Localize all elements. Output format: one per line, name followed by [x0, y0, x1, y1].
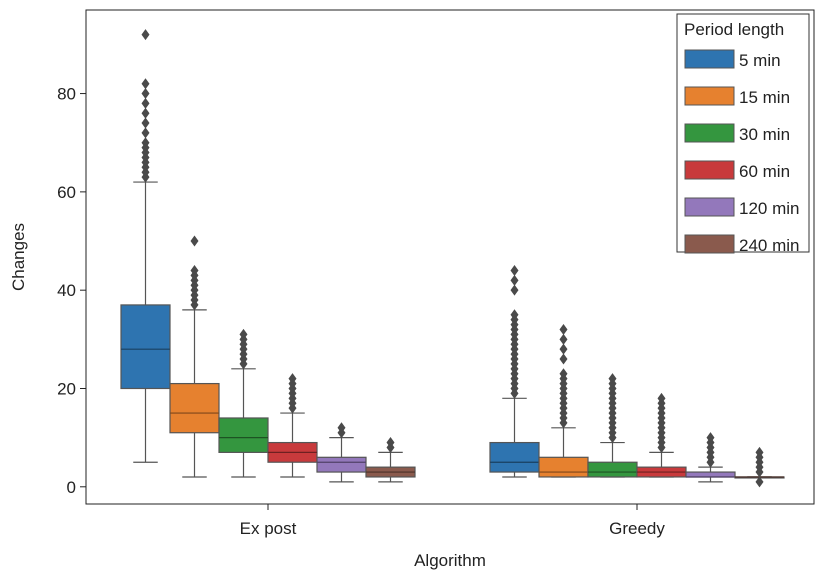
box-ex-post-5-min: [120, 29, 171, 463]
legend-swatch: [684, 86, 735, 106]
outlier-point: [706, 432, 715, 444]
box-ex-post-240-min: [365, 437, 416, 483]
x-tick-label: Ex post: [240, 519, 297, 538]
box-ex-post-60-min: [267, 373, 318, 478]
box-iqr: [538, 456, 589, 478]
outlier-point: [510, 309, 519, 321]
outlier-point: [559, 324, 568, 336]
y-tick-label: 0: [67, 478, 76, 497]
outlier-point: [141, 137, 150, 149]
series-240-min: [365, 437, 785, 488]
outlier-point: [337, 422, 346, 434]
legend-item-5-min: 5 min: [684, 49, 781, 70]
box-greedy-120-min: [685, 432, 736, 483]
legend-swatch: [684, 160, 735, 180]
outlier-point: [141, 88, 150, 100]
series-30-min: [218, 328, 638, 478]
legend-title: Period length: [684, 20, 784, 39]
plot-frame: [85, 9, 815, 505]
box-greedy-60-min: [636, 392, 687, 478]
outlier-point: [141, 97, 150, 109]
series-15-min: [169, 235, 589, 478]
legend-item-60-min: 60 min: [684, 160, 790, 181]
legend-swatch: [684, 234, 735, 254]
legend-swatch: [684, 123, 735, 143]
y-tick-label: 20: [57, 379, 76, 398]
outlier-point: [141, 78, 150, 90]
box-greedy-30-min: [587, 373, 638, 478]
outlier-point: [608, 373, 617, 385]
outlier-point: [141, 117, 150, 129]
legend-swatch: [684, 49, 735, 69]
axes: 0 20 40 60 80 Ex post Greedy: [57, 85, 665, 538]
outlier-point: [141, 127, 150, 139]
box-iqr: [169, 382, 220, 434]
legend-label: 30 min: [739, 125, 790, 144]
outlier-point: [288, 373, 297, 385]
box-ex-post-30-min: [218, 328, 269, 478]
outlier-point: [141, 107, 150, 119]
series-60-min: [267, 373, 687, 478]
box-iqr: [218, 417, 269, 453]
box-iqr: [685, 471, 736, 478]
box-greedy-240-min: [734, 446, 785, 488]
legend-label: 15 min: [739, 88, 790, 107]
x-tick-label: Greedy: [609, 519, 665, 538]
legend-swatch: [684, 197, 735, 217]
legend-label: 120 min: [739, 199, 799, 218]
outlier-point: [386, 437, 395, 449]
legend-label: 240 min: [739, 236, 799, 255]
outlier-point: [510, 265, 519, 277]
outlier-point: [755, 476, 764, 488]
x-axis-title: Algorithm: [414, 551, 486, 570]
outlier-point: [657, 392, 666, 404]
box-greedy-15-min: [538, 324, 589, 478]
y-axis-title: Changes: [9, 223, 28, 291]
box-iqr: [316, 456, 367, 473]
box-greedy-5-min: [489, 265, 540, 478]
legend-label: 5 min: [739, 51, 781, 70]
box-ex-post-120-min: [316, 422, 367, 483]
legend-label: 60 min: [739, 162, 790, 181]
box-iqr: [120, 304, 171, 390]
box-iqr: [489, 441, 540, 473]
outlier-point: [559, 368, 568, 380]
box-ex-post-15-min: [169, 235, 220, 478]
legend-item-240-min: 240 min: [684, 234, 799, 255]
legend-item-120-min: 120 min: [684, 197, 799, 218]
legend-item-30-min: 30 min: [684, 123, 790, 144]
outlier-point: [239, 328, 248, 340]
y-tick-label: 40: [57, 281, 76, 300]
outlier-point: [755, 446, 764, 458]
legend-items: 5 min 15 min 30 min 60 min 120 min 240 min: [684, 49, 799, 255]
y-tick-label: 80: [57, 85, 76, 104]
outlier-point: [559, 333, 568, 345]
series-120-min: [316, 422, 736, 483]
legend-item-15-min: 15 min: [684, 86, 790, 107]
plot-area: [120, 29, 785, 488]
series-5-min: [120, 29, 540, 478]
outlier-point: [190, 235, 199, 247]
outlier-point: [510, 274, 519, 286]
box-iqr: [587, 461, 638, 478]
outlier-point: [559, 343, 568, 355]
y-tick-label: 60: [57, 183, 76, 202]
outlier-point: [559, 353, 568, 365]
legend: Period length 5 min 15 min 30 min 60 min 120…: [676, 13, 810, 255]
outlier-point: [141, 29, 150, 41]
outlier-point: [190, 265, 199, 277]
outlier-point: [510, 284, 519, 296]
